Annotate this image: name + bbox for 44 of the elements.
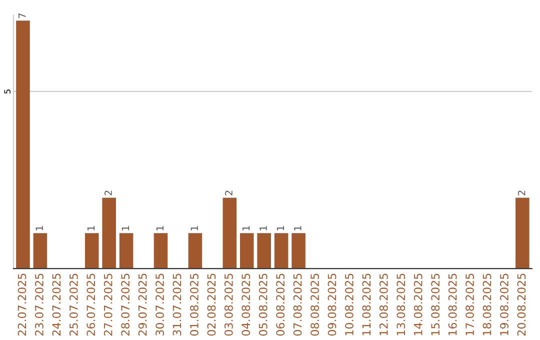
data-label: 1 bbox=[294, 226, 302, 230]
x-tick-label: 05.08.2025 bbox=[258, 274, 268, 336]
data-label: 1 bbox=[242, 226, 250, 230]
data-label: 1 bbox=[36, 226, 43, 230]
data-label: 2 bbox=[518, 190, 526, 196]
data-label: 1 bbox=[122, 226, 129, 230]
x-tick-label: 16.08.2025 bbox=[448, 274, 457, 336]
x-tick-label: 06.08.2025 bbox=[276, 274, 285, 336]
x-tick-label: 30.07.2025 bbox=[156, 274, 164, 336]
x-tick-label: 27.07.2025 bbox=[104, 274, 112, 336]
data-label: 7 bbox=[18, 13, 26, 18]
x-tick-label: 15.08.2025 bbox=[431, 274, 440, 336]
x-tick-label: 20.08.2025 bbox=[517, 274, 526, 336]
data-label: 1 bbox=[276, 226, 284, 230]
data-label: 1 bbox=[156, 226, 164, 230]
x-tick-label: 31.07.2025 bbox=[172, 274, 182, 336]
x-tick-label: 18.08.2025 bbox=[482, 274, 492, 336]
x-tick-label: 22.07.2025 bbox=[18, 274, 26, 336]
x-tick-label: 25.07.2025 bbox=[69, 274, 78, 336]
x-tick-label: 26.07.2025 bbox=[86, 274, 96, 336]
data-label: 1 bbox=[87, 226, 95, 230]
x-tick-label: 23.07.2025 bbox=[35, 274, 44, 336]
x-tick-label: 28.07.2025 bbox=[121, 274, 130, 336]
x-tick-label: 03.08.2025 bbox=[224, 274, 233, 336]
x-tick-label: 14.08.2025 bbox=[414, 274, 422, 336]
x-tick-label: 19.08.2025 bbox=[500, 274, 508, 336]
x-tick-label: 17.08.2025 bbox=[466, 274, 474, 336]
x-tick-label: 02.08.2025 bbox=[207, 274, 216, 336]
data-label: 2 bbox=[104, 190, 112, 196]
x-tick-label: 01.08.2025 bbox=[190, 274, 198, 336]
x-tick-label: 07.08.2025 bbox=[293, 274, 302, 336]
x-tick-label: 09.08.2025 bbox=[328, 274, 336, 336]
x-tick-label: 13.08.2025 bbox=[396, 274, 406, 336]
data-label: 2 bbox=[225, 190, 232, 196]
x-tick-label: 24.07.2025 bbox=[52, 274, 61, 336]
x-tick-label: 12.08.2025 bbox=[379, 274, 388, 336]
data-label: 1 bbox=[260, 226, 267, 230]
x-tick-label: 29.07.2025 bbox=[138, 274, 147, 336]
x-tick-label: 11.08.2025 bbox=[362, 274, 371, 336]
data-label: 1 bbox=[190, 226, 198, 230]
x-tick-label: 04.08.2025 bbox=[242, 274, 250, 336]
y-tick-label: 5 bbox=[4, 90, 10, 94]
x-tick-label: 08.08.2025 bbox=[310, 274, 319, 336]
x-tick-label: 10.08.2025 bbox=[345, 274, 354, 336]
